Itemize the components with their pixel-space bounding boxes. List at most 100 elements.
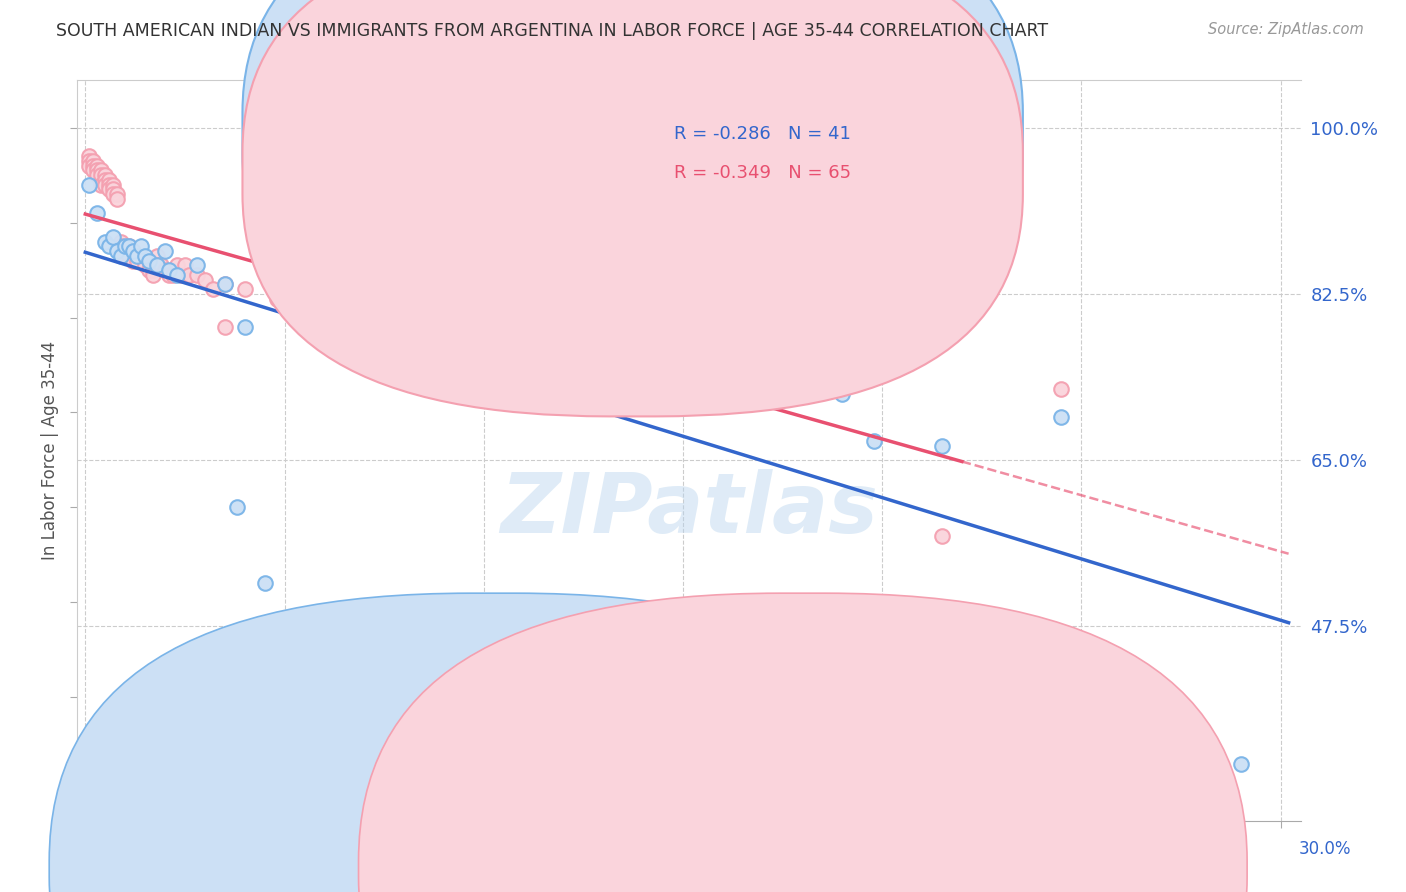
Point: [98, 178, 121, 192]
Point: [103, 178, 125, 192]
Point: [157, 263, 180, 277]
Point: [90, 178, 112, 192]
Point: [533, 292, 555, 306]
Point: [98, 182, 121, 196]
Point: [1050, 382, 1073, 396]
Point: [118, 249, 141, 263]
Point: [142, 268, 165, 282]
Point: [201, 282, 224, 296]
Point: [353, 263, 375, 277]
Text: South American Indians: South American Indians: [523, 862, 714, 876]
Point: [157, 268, 180, 282]
Point: [600, 605, 623, 619]
Point: [720, 386, 742, 401]
Point: [118, 239, 141, 253]
Point: [751, 368, 773, 382]
FancyBboxPatch shape: [242, 0, 1024, 417]
Point: [122, 244, 145, 259]
Point: [1229, 756, 1251, 771]
Point: [94, 173, 117, 187]
Point: [86, 159, 108, 173]
Point: [146, 259, 169, 273]
Point: [103, 187, 125, 202]
Point: [233, 320, 256, 334]
Point: [162, 268, 184, 282]
Point: [82, 153, 104, 168]
Point: [1050, 410, 1073, 425]
Point: [105, 187, 128, 202]
Point: [114, 249, 136, 263]
Point: [118, 239, 141, 253]
Point: [413, 334, 436, 349]
Point: [186, 259, 208, 273]
Text: Immigrants from Argentina: Immigrants from Argentina: [834, 862, 1052, 876]
Text: 0.0%: 0.0%: [59, 840, 101, 858]
Point: [931, 439, 953, 453]
Point: [103, 230, 125, 244]
Point: [114, 239, 136, 253]
Point: [142, 263, 165, 277]
Point: [253, 576, 276, 591]
Point: [233, 282, 256, 296]
Text: ZIPatlas: ZIPatlas: [501, 469, 877, 550]
Point: [931, 529, 953, 543]
Point: [823, 377, 845, 392]
Point: [138, 263, 160, 277]
Point: [679, 372, 702, 386]
Point: [294, 292, 316, 306]
Point: [373, 358, 395, 372]
Point: [831, 386, 853, 401]
Text: R = -0.286   N = 41: R = -0.286 N = 41: [675, 125, 851, 143]
Point: [533, 377, 555, 392]
Point: [138, 253, 160, 268]
Point: [86, 206, 108, 220]
Point: [94, 235, 117, 249]
Point: [333, 334, 356, 349]
Point: [82, 163, 104, 178]
Point: [79, 159, 101, 173]
Text: 30.0%: 30.0%: [1298, 840, 1351, 858]
Point: [174, 259, 197, 273]
Point: [731, 377, 754, 392]
Point: [170, 268, 193, 282]
Point: [122, 253, 145, 268]
Point: [94, 178, 117, 192]
Point: [783, 386, 806, 401]
Point: [110, 235, 132, 249]
FancyBboxPatch shape: [242, 0, 1024, 377]
Point: [512, 363, 534, 377]
Point: [79, 178, 101, 192]
Point: [79, 149, 101, 163]
Point: [150, 259, 173, 273]
Point: [98, 239, 121, 253]
Point: [82, 159, 104, 173]
Point: [79, 153, 101, 168]
Point: [90, 163, 112, 178]
Point: [129, 239, 152, 253]
Point: [177, 268, 200, 282]
Point: [186, 268, 208, 282]
Point: [110, 249, 132, 263]
Point: [98, 173, 121, 187]
Y-axis label: In Labor Force | Age 35-44: In Labor Force | Age 35-44: [41, 341, 59, 560]
Text: Source: ZipAtlas.com: Source: ZipAtlas.com: [1208, 22, 1364, 37]
Point: [464, 358, 486, 372]
Point: [194, 272, 217, 286]
Point: [94, 168, 117, 182]
Point: [134, 249, 156, 263]
Point: [146, 259, 169, 273]
Point: [361, 334, 384, 349]
Point: [122, 244, 145, 259]
Point: [333, 296, 356, 310]
Point: [214, 277, 236, 292]
Point: [146, 249, 169, 263]
Point: [127, 253, 149, 268]
Point: [612, 320, 634, 334]
Point: [703, 368, 725, 382]
Point: [166, 259, 188, 273]
Point: [127, 249, 149, 263]
Point: [105, 192, 128, 206]
Point: [392, 349, 415, 363]
Point: [807, 738, 830, 752]
Point: [134, 259, 156, 273]
